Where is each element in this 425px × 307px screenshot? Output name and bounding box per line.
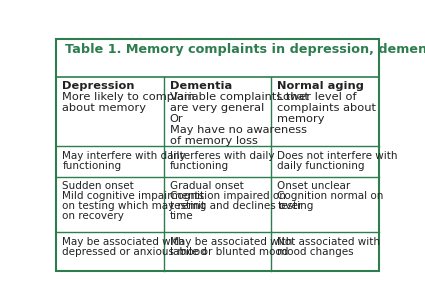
Text: complaints about: complaints about (278, 103, 376, 113)
Text: on recovery: on recovery (62, 211, 124, 221)
Text: on testing which may remit: on testing which may remit (62, 201, 206, 211)
Text: daily functioning: daily functioning (278, 161, 365, 171)
Text: Mild cognitive impairments: Mild cognitive impairments (62, 191, 204, 201)
Text: Onset unclear: Onset unclear (278, 181, 351, 191)
Text: Or: Or (170, 114, 184, 124)
Text: May be associated with: May be associated with (62, 237, 185, 247)
Text: May interfere with daily: May interfere with daily (62, 151, 186, 161)
Text: mood changes: mood changes (278, 247, 354, 257)
Text: Table 1. Memory complaints in depression, dementia and normal aging: Table 1. Memory complaints in depression… (65, 43, 425, 56)
Text: labile or blunted mood: labile or blunted mood (170, 247, 288, 257)
Text: Interferes with daily: Interferes with daily (170, 151, 274, 161)
Text: Does not interfere with: Does not interfere with (278, 151, 398, 161)
Text: More likely to complain: More likely to complain (62, 92, 195, 102)
Text: Normal aging: Normal aging (278, 81, 364, 91)
Text: are very general: are very general (170, 103, 264, 113)
Text: May be associated with: May be associated with (170, 237, 292, 247)
Text: Depression: Depression (62, 81, 135, 91)
Text: testing and declines over: testing and declines over (170, 201, 302, 211)
Text: testing: testing (278, 201, 314, 211)
Text: time: time (170, 211, 193, 221)
Text: functioning: functioning (170, 161, 229, 171)
Text: about memory: about memory (62, 103, 146, 113)
Text: Cognition impaired on: Cognition impaired on (170, 191, 286, 201)
Text: Lower level of: Lower level of (278, 92, 357, 102)
Text: Dementia: Dementia (170, 81, 232, 91)
Text: Cognition normal on: Cognition normal on (278, 191, 384, 201)
FancyBboxPatch shape (57, 39, 379, 271)
Text: Variable complaints that: Variable complaints that (170, 92, 309, 102)
Text: of memory loss: of memory loss (170, 136, 258, 146)
Text: depressed or anxious mood: depressed or anxious mood (62, 247, 207, 257)
Text: May have no awareness: May have no awareness (170, 125, 307, 135)
Text: functioning: functioning (62, 161, 122, 171)
Text: Gradual onset: Gradual onset (170, 181, 244, 191)
Text: memory: memory (278, 114, 325, 124)
Text: Not associated with: Not associated with (278, 237, 380, 247)
Text: Sudden onset: Sudden onset (62, 181, 134, 191)
